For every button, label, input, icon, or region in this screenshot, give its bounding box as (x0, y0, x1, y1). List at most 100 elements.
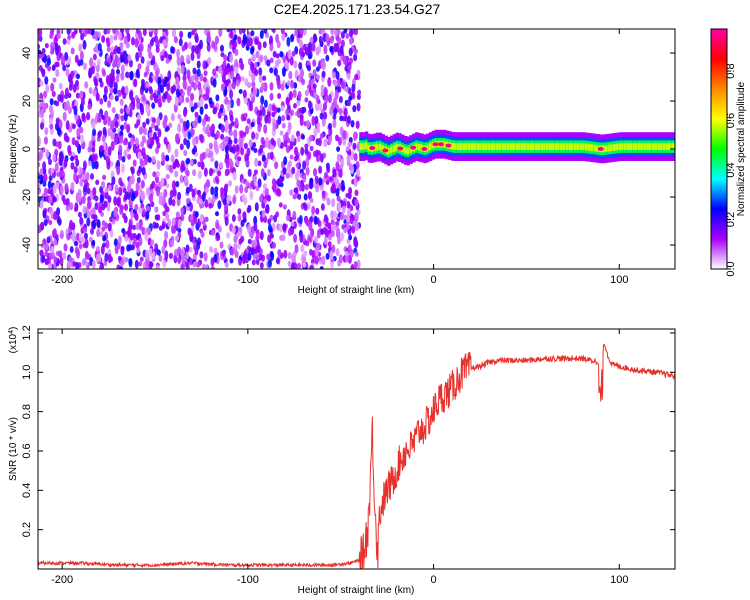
spectrogram-cell (202, 76, 207, 83)
spectrogram-cell (62, 64, 67, 72)
spectrogram-cell (128, 59, 133, 68)
spectrogram-cell (290, 262, 295, 269)
spectrogram-cell (231, 82, 236, 90)
spectrogram-cell (190, 74, 195, 82)
spectrogram-cell (232, 171, 237, 181)
spectrogram-x-axis-label: Height of straight line (km) (298, 285, 415, 296)
spectrogram-cell (50, 109, 55, 119)
spectrogram-cell (233, 40, 238, 48)
spectrogram-cell (330, 29, 335, 36)
spectrogram-cell (81, 259, 86, 266)
spectrogram-cell (309, 197, 314, 203)
spectrogram-cell (269, 214, 274, 221)
spectrogram-cell (345, 213, 350, 223)
spectrogram-cell (123, 149, 128, 158)
spectrogram-cell (81, 112, 86, 122)
spectrogram-cell (177, 218, 182, 227)
spectrogram-cell (281, 32, 286, 41)
spectrogram-band-cell (582, 143, 586, 150)
spectrogram-cell (190, 220, 195, 227)
spectrogram-cell (146, 60, 151, 67)
spectrogram-cell (74, 240, 78, 247)
spectrogram-cell (160, 84, 164, 94)
spectrogram-cell (145, 82, 150, 88)
spectrogram-band-cell (456, 143, 461, 150)
spectrogram-cell (177, 113, 182, 120)
spectrogram-cell (172, 161, 177, 169)
spectrogram-cell (208, 202, 213, 209)
spectrogram-cell (300, 146, 305, 156)
spectrogram-cell (87, 146, 92, 153)
spectrogram-cell (318, 165, 323, 174)
spectrogram-cell (233, 235, 238, 244)
spectrogram-cell (51, 252, 56, 258)
spectrogram-cell (175, 211, 180, 219)
spectrogram-cell (91, 259, 96, 269)
spectrogram-cell (135, 29, 140, 35)
spectrogram-cell (251, 54, 256, 61)
spectrogram-cell (203, 167, 208, 177)
spectrogram-cell (90, 173, 94, 180)
spectrogram-cell (350, 150, 355, 161)
spectrogram-cell (254, 132, 259, 140)
spectrogram-cell (289, 140, 294, 150)
spectrogram-band-cell (610, 144, 614, 152)
spectrogram-cell (328, 176, 333, 182)
spectrogram-cell (240, 62, 245, 71)
spectrogram-cell (59, 170, 64, 178)
spectrogram-band-cell (523, 143, 527, 150)
spectrogram-cell (88, 87, 93, 94)
spectrogram-cell (91, 153, 96, 162)
spectrogram-cell (64, 51, 69, 62)
spectrogram-cell (138, 51, 143, 58)
spectrogram-cell (101, 35, 106, 43)
spectrogram-cell (118, 177, 123, 186)
spectrogram-cell (185, 169, 190, 177)
spectrogram-cell (323, 86, 328, 97)
spectrogram-cell (338, 254, 343, 264)
spectrogram-cell (257, 123, 262, 133)
spectrogram-cell (201, 192, 206, 202)
spectrogram-cell (330, 219, 335, 226)
spectrogram-cell (197, 161, 202, 168)
colorbar-bar (710, 28, 728, 270)
spectrogram-cell (255, 229, 260, 236)
spectrogram-cell (177, 256, 182, 264)
spectrogram-cell (137, 63, 142, 70)
spectrogram-cell (302, 262, 307, 269)
spectrogram-cell (275, 33, 280, 44)
spectrogram-cell (39, 168, 44, 175)
spectrogram-cell (143, 71, 148, 78)
spectrogram-cell (352, 142, 357, 150)
spectrogram-cell (161, 245, 166, 255)
spectrogram-cell (209, 150, 214, 158)
spectrogram-cell (95, 253, 100, 263)
spectrogram-cell (297, 90, 302, 100)
spectrogram-cell (234, 66, 239, 75)
spectrogram-cell (56, 53, 61, 62)
spectrogram-band-cell (540, 143, 544, 150)
x-tick-label: -100 (237, 574, 259, 586)
spectrogram-cell (91, 160, 96, 170)
spectrogram-cell (345, 193, 350, 198)
spectrogram-cell (44, 43, 49, 49)
snr-x-axis-label: Height of straight line (km) (298, 585, 415, 596)
spectrogram-cell (255, 234, 260, 242)
spectrogram-cell (263, 55, 268, 61)
spectrogram-cell (203, 70, 208, 77)
spectrogram-cell (92, 219, 97, 230)
spectrogram-cell (259, 195, 263, 203)
spectrogram-cell (245, 160, 250, 167)
spectrogram-cell (267, 105, 272, 112)
spectrogram-cell (249, 92, 254, 99)
spectrogram-cell (255, 253, 260, 261)
spectrogram-cell (302, 106, 307, 113)
spectrogram-cell (265, 137, 270, 143)
spectrogram-band-cell (465, 143, 469, 150)
spectrogram-cell (353, 53, 358, 62)
spectrogram-cell (78, 233, 83, 242)
spectrogram-peak (382, 148, 389, 153)
spectrogram-cell (229, 130, 234, 137)
spectrogram-cell (165, 154, 170, 161)
spectrogram-cell (354, 212, 359, 221)
